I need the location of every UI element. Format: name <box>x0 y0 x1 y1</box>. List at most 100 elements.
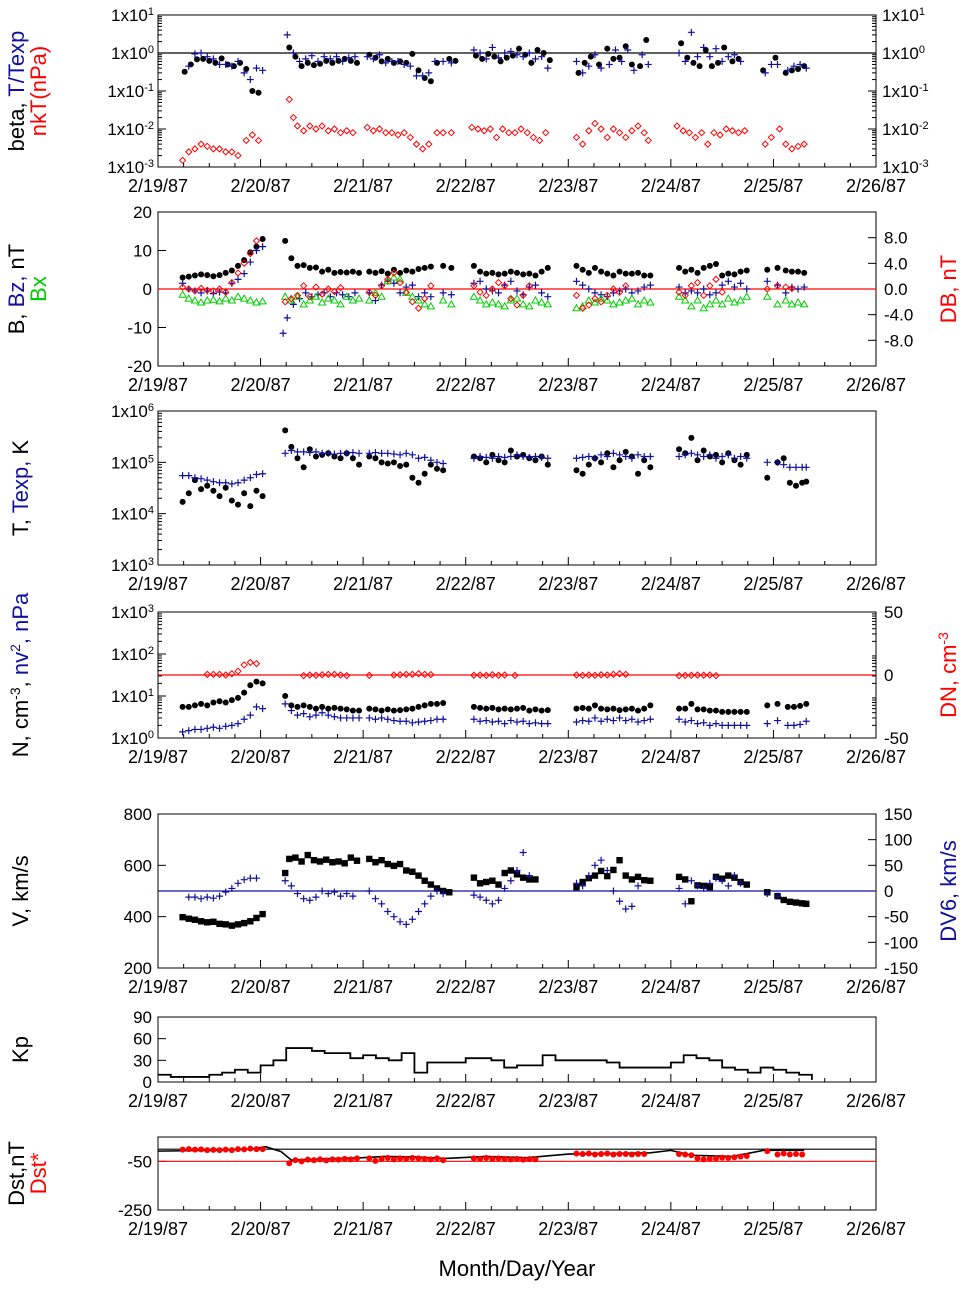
data-point <box>535 136 544 145</box>
data-point <box>349 892 357 900</box>
data-point <box>470 715 478 723</box>
data-point <box>288 702 295 709</box>
data-point <box>482 896 490 904</box>
data-point <box>470 671 478 679</box>
y2-tick-label: 150 <box>884 805 912 824</box>
data-point <box>326 55 334 63</box>
data-point <box>597 856 605 864</box>
y2-tick-label: -50 <box>884 908 909 927</box>
data-point <box>400 60 408 68</box>
data-point <box>222 888 230 896</box>
data-point <box>489 1155 496 1162</box>
data-point <box>627 294 637 302</box>
y-tick-label: 10 <box>133 242 152 261</box>
data-point <box>597 64 605 72</box>
data-point <box>514 269 520 276</box>
x-tick-label: 2/26/87 <box>846 747 906 767</box>
data-point <box>440 262 447 269</box>
data-point <box>507 268 514 275</box>
data-point <box>694 1155 701 1162</box>
data-point <box>339 291 347 299</box>
data-point <box>675 452 683 460</box>
data-point <box>633 299 643 308</box>
data-point <box>397 462 404 469</box>
data-point <box>283 31 291 39</box>
data-point <box>802 463 810 471</box>
data-point <box>228 922 236 929</box>
data-point <box>538 53 546 61</box>
data-point <box>288 255 295 262</box>
kp-step-line <box>158 1047 813 1080</box>
data-point <box>706 291 714 299</box>
data-point <box>494 671 503 679</box>
data-point <box>469 292 479 300</box>
data-point <box>255 89 262 96</box>
data-point <box>216 1147 223 1154</box>
data-point <box>687 282 696 290</box>
data-point <box>526 1156 533 1163</box>
data-point <box>682 705 689 712</box>
data-point <box>253 678 260 685</box>
data-point <box>585 127 593 135</box>
y-axis-label: T, Texp, K <box>8 440 33 537</box>
y2-tick-label: 1x10-1 <box>882 82 929 101</box>
data-point <box>793 297 803 306</box>
data-point <box>687 671 696 679</box>
data-point <box>197 49 205 57</box>
data-point <box>191 1146 198 1153</box>
y2-tick-label: 1x101 <box>882 6 925 25</box>
data-point <box>573 467 580 474</box>
data-point <box>507 277 515 285</box>
data-point <box>402 670 410 679</box>
data-point <box>644 60 652 68</box>
data-point <box>408 298 417 306</box>
data-point <box>780 1150 787 1157</box>
data-point <box>719 459 726 466</box>
data-point <box>699 671 708 679</box>
data-point <box>722 125 730 133</box>
data-point <box>790 703 797 710</box>
data-point <box>730 297 739 306</box>
data-point <box>312 705 319 712</box>
data-point <box>591 454 599 462</box>
data-point <box>409 474 416 481</box>
data-point <box>312 453 319 460</box>
data-point <box>253 487 260 494</box>
data-point <box>681 900 689 908</box>
data-point <box>472 52 479 59</box>
data-point <box>538 720 546 728</box>
data-point <box>786 1151 793 1158</box>
data-point <box>216 892 224 900</box>
data-point <box>622 905 630 913</box>
data-point <box>282 237 289 244</box>
x-tick-label: 2/19/87 <box>128 176 188 196</box>
data-point <box>332 53 340 61</box>
data-point <box>302 55 310 63</box>
data-point <box>198 486 205 493</box>
data-point <box>641 272 648 279</box>
data-point <box>715 59 722 66</box>
x-tick-label: 2/22/87 <box>436 375 496 395</box>
data-point <box>300 464 307 471</box>
data-point <box>802 64 810 72</box>
data-point <box>501 453 509 461</box>
data-point <box>688 434 695 441</box>
data-point <box>731 1154 738 1161</box>
data-point <box>294 262 301 269</box>
data-point <box>690 59 697 66</box>
x-axis-label: Month/Day/Year <box>439 1256 596 1281</box>
data-point <box>209 295 218 303</box>
data-point <box>725 270 732 277</box>
data-point <box>585 671 593 679</box>
data-point <box>572 291 581 300</box>
data-point <box>210 273 217 280</box>
data-point <box>427 717 435 725</box>
data-point <box>406 62 414 70</box>
data-point <box>252 237 261 245</box>
data-point <box>706 1155 713 1162</box>
data-point <box>538 707 545 714</box>
data-point <box>221 294 231 302</box>
data-point <box>585 717 593 725</box>
data-point <box>336 128 345 137</box>
data-point <box>439 289 447 297</box>
